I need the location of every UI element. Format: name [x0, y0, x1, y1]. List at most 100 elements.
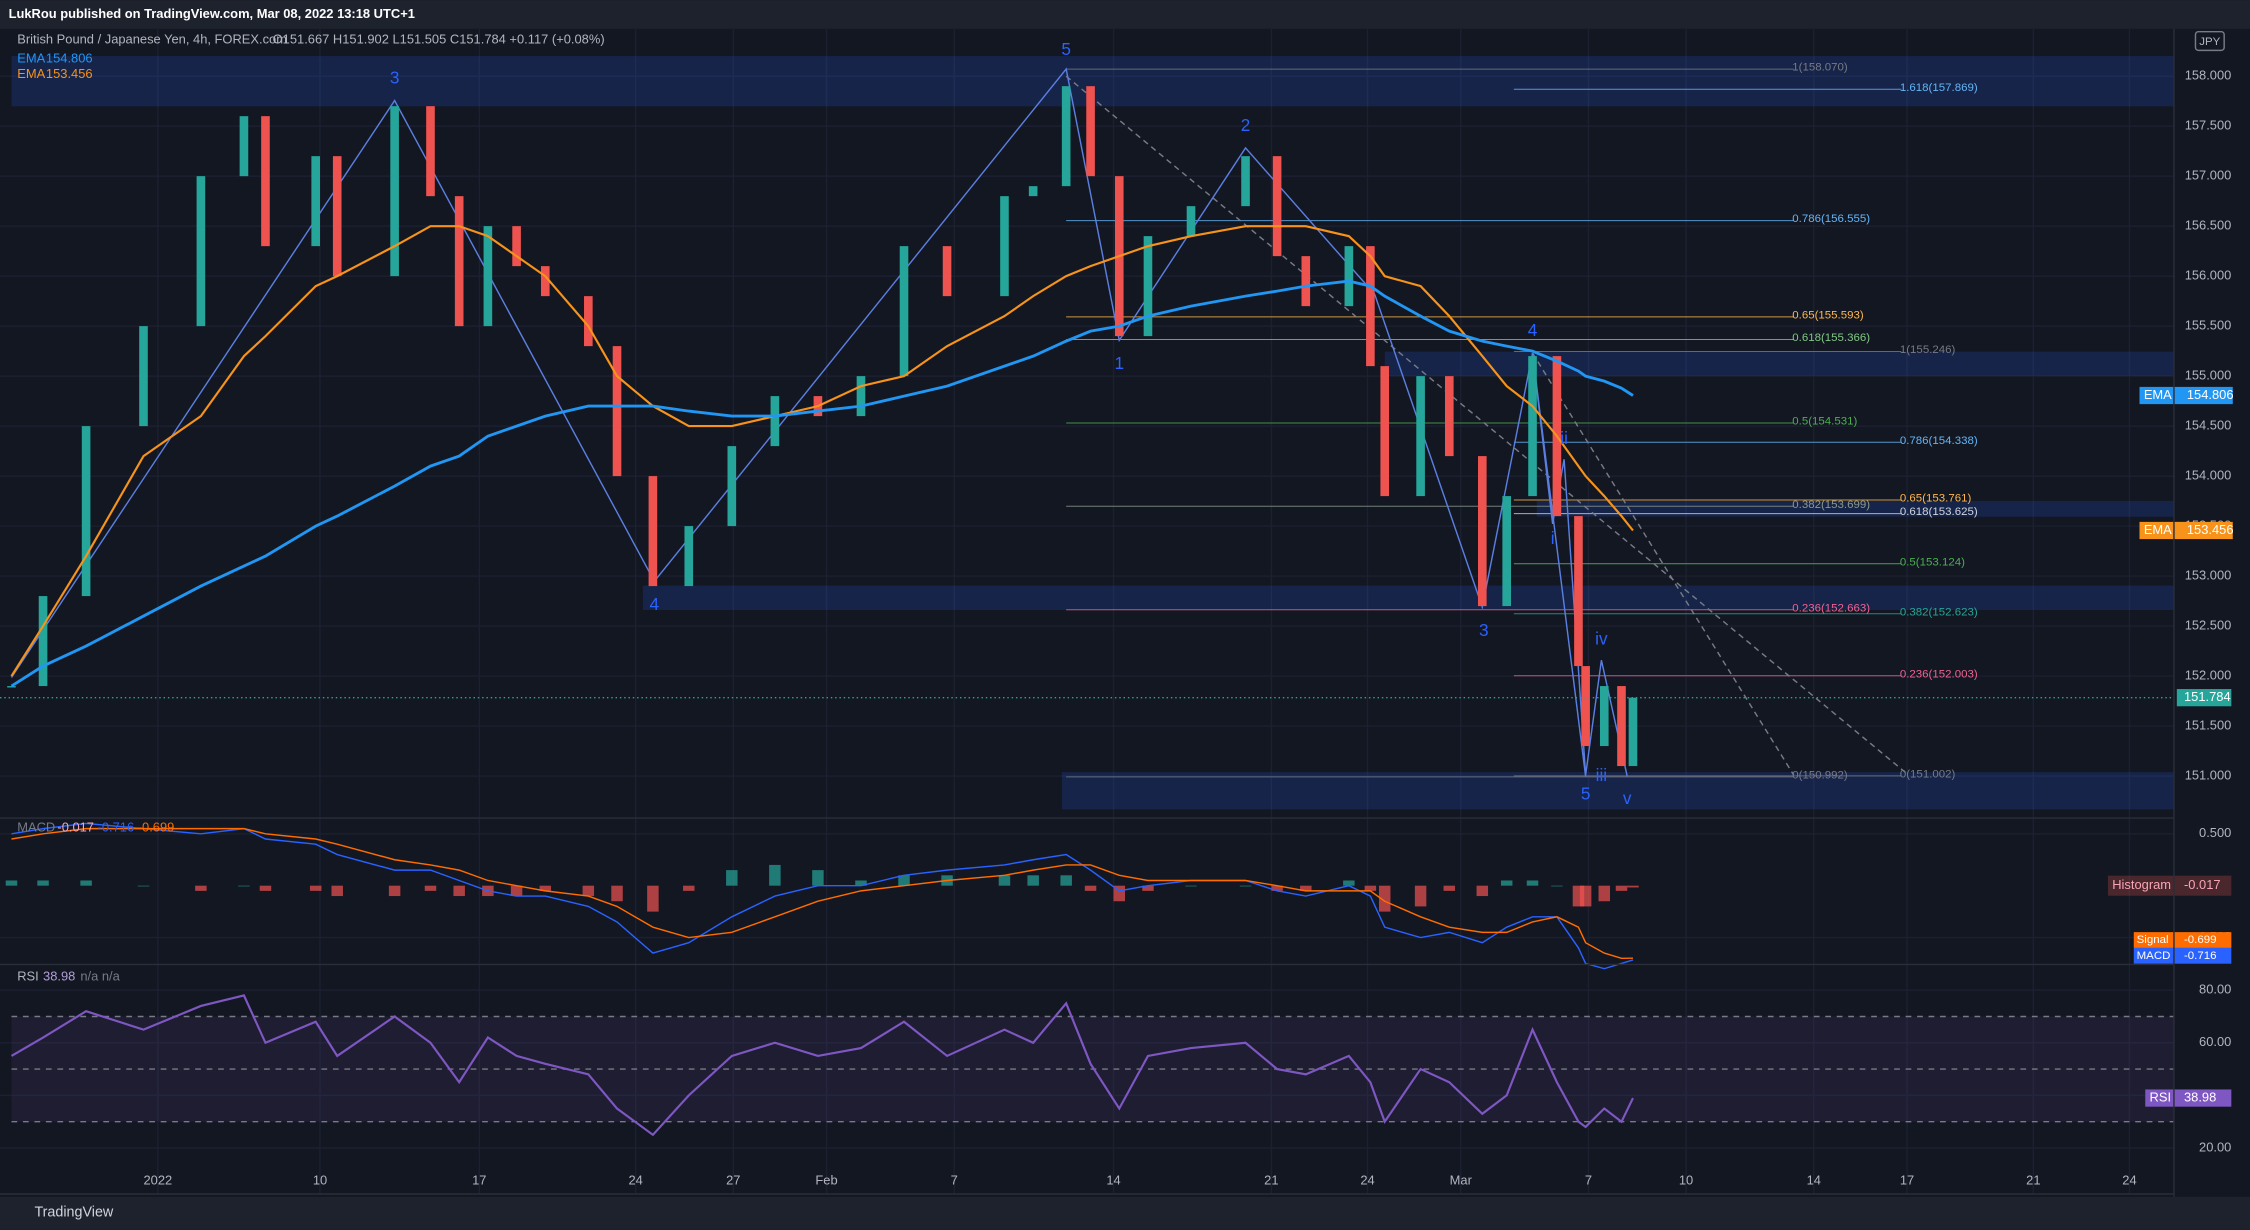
x-tick-label: 27 [726, 1172, 740, 1187]
macd-line [11, 827, 1633, 960]
candle [1272, 156, 1282, 257]
candle [261, 116, 270, 247]
x-tick-label: 24 [629, 1172, 643, 1187]
y-tick-label: 157.500 [2185, 118, 2232, 133]
candle [1086, 86, 1095, 177]
wave-line [10, 67, 1587, 777]
macd-title: MACD [17, 819, 55, 834]
fib-label: 1.618(157.869) [1900, 82, 1978, 94]
axis-box-label: -0.699 [2184, 934, 2217, 946]
candle [770, 396, 780, 447]
axis-box [2133, 947, 2232, 964]
histogram-bar [582, 885, 595, 897]
fib-label: 0.382(152.623) [1900, 606, 1978, 618]
candle [1528, 356, 1537, 497]
histogram-bar [37, 880, 49, 886]
x-tick-label: Mar [1450, 1172, 1473, 1187]
ema-line [10, 225, 1634, 677]
fib-label: 0.786(156.555) [1792, 213, 1870, 225]
histogram-bar [1476, 885, 1489, 897]
x-tick-label: 24 [2122, 1172, 2136, 1187]
histogram-bar [5, 880, 18, 886]
macd-line [11, 822, 1634, 970]
histogram-bar [539, 885, 552, 891]
axis-box [2176, 689, 2232, 707]
axis-box-label: RSI [2150, 1089, 2172, 1104]
fib-label: 0.618(153.625) [1900, 506, 1978, 518]
x-tick-label: 10 [1679, 1172, 1693, 1187]
candle [38, 596, 48, 687]
histogram-bar [998, 875, 1011, 886]
wave-label: ii [1560, 428, 1568, 448]
histogram-bar [611, 885, 623, 902]
histogram-bar [1627, 885, 1639, 888]
legend-name: EMA [17, 50, 45, 65]
x-tick-label: 14 [1106, 1172, 1120, 1187]
histogram-bar [453, 885, 465, 897]
legend-value: 154.806 [46, 50, 93, 65]
histogram-bar [898, 875, 910, 886]
symbol: British Pound / Japanese Yen, 4h, FOREX.… [17, 32, 287, 47]
histogram-bar [238, 885, 250, 887]
axis-box-label: 38.98 [2184, 1089, 2216, 1104]
candle [856, 376, 866, 417]
candle [1028, 186, 1038, 197]
candle [7, 686, 16, 688]
candle [1617, 686, 1626, 767]
candle [1186, 206, 1196, 237]
rsi-legend: 38.98 [43, 969, 75, 984]
candle [390, 106, 399, 277]
histogram-bar [855, 880, 867, 886]
histogram-bar [1572, 885, 1585, 907]
fib-label: 0.65(155.593) [1792, 309, 1864, 321]
x-tick-label: 7 [951, 1172, 958, 1187]
grid [0, 28, 2174, 1195]
candle [684, 526, 694, 587]
histogram-bar [769, 864, 781, 886]
trendline [1065, 75, 1909, 776]
y-tick-label: 20.00 [2199, 1139, 2231, 1154]
y-tick-label: 155.000 [2185, 368, 2232, 383]
histogram-bar [80, 880, 92, 886]
candle [942, 246, 952, 297]
candle [1143, 236, 1153, 337]
y-tick-label: 152.000 [2185, 667, 2232, 682]
wave-label: iii [1596, 765, 1607, 785]
histogram-bar [1185, 885, 1197, 887]
footer-bar [0, 1196, 2250, 1230]
histogram-bar [388, 885, 401, 897]
candle [584, 296, 593, 347]
histogram-bar [331, 885, 343, 897]
wave-label: 3 [390, 68, 400, 88]
axis-box [2139, 386, 2233, 405]
candle [727, 446, 737, 527]
y-tick-label: 156.500 [2185, 218, 2232, 233]
histogram-bar [1615, 885, 1628, 891]
candle [239, 116, 249, 177]
candle [81, 426, 91, 597]
axis-box-label: MACD [2137, 950, 2171, 962]
plot [0, 86, 2174, 1137]
wave-label: 3 [1479, 620, 1489, 640]
axis-box [2133, 932, 2232, 948]
wave-label: 1 [1114, 353, 1124, 373]
axis-box-label: -0.716 [2184, 950, 2217, 962]
x-tick-label: 17 [472, 1172, 486, 1187]
zone [1384, 351, 2174, 377]
histogram-bar [1300, 885, 1312, 891]
histogram-bar [1060, 875, 1072, 886]
fib-label: 0.236(152.003) [1900, 668, 1978, 680]
axis-box [2145, 1089, 2232, 1107]
candle [648, 476, 658, 587]
histogram-bar [137, 885, 150, 887]
histogram-bar [510, 885, 523, 897]
histogram-bar [1526, 880, 1539, 886]
histogram-bar [259, 885, 272, 891]
x-tick-label: 10 [313, 1172, 327, 1187]
y-tick-label: 0.500 [2199, 825, 2231, 840]
fib-label: 0.5(153.124) [1900, 556, 1965, 568]
histogram-bar [1500, 880, 1513, 886]
y-tick-label: 158.000 [2185, 68, 2232, 83]
histogram-bar [1579, 885, 1592, 907]
